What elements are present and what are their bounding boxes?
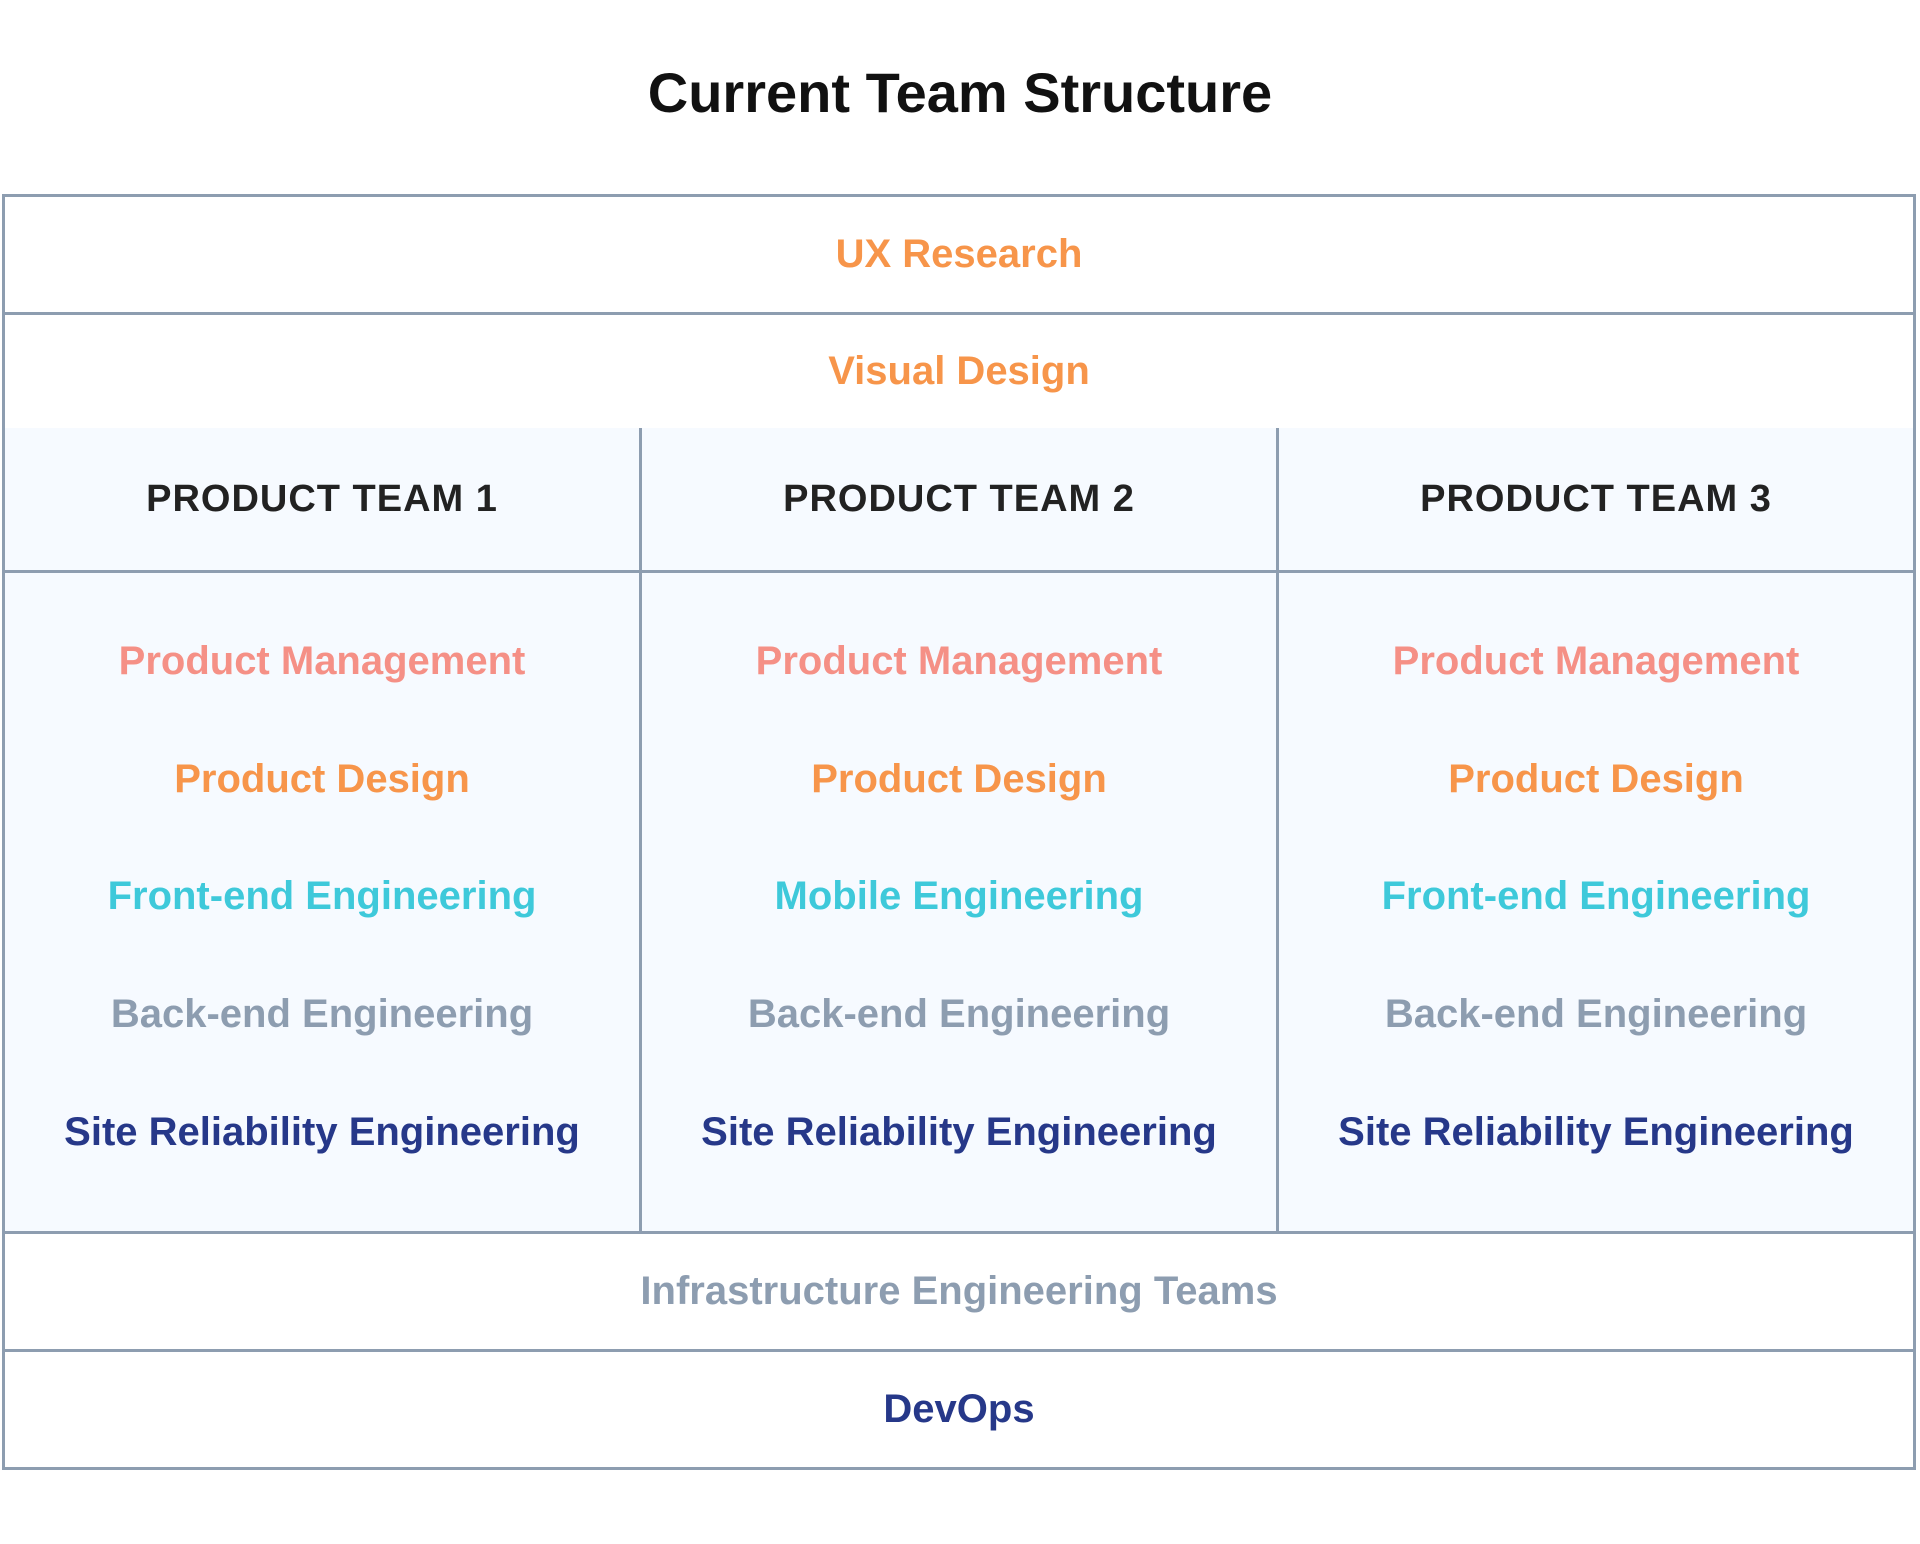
- team-function: Product Management: [1392, 639, 1800, 684]
- team-function: Site Reliability Engineering: [64, 1109, 580, 1154]
- team-function: Product Design: [1448, 756, 1744, 801]
- team-function: Back-end Engineering: [110, 992, 534, 1037]
- product-teams-grid: PRODUCT TEAM 1 Product Management Produc…: [2, 428, 1916, 1234]
- team-header: PRODUCT TEAM 3: [1279, 428, 1913, 573]
- team-function: Mobile Engineering: [774, 874, 1144, 919]
- team-function: Site Reliability Engineering: [1338, 1109, 1854, 1154]
- product-team-2: PRODUCT TEAM 2 Product Management Produc…: [642, 428, 1279, 1231]
- product-team-3: PRODUCT TEAM 3 Product Management Produc…: [1279, 428, 1913, 1231]
- devops-row: DevOps: [2, 1349, 1916, 1470]
- row-label: Visual Design: [828, 349, 1090, 393]
- row-label: Infrastructure Engineering Teams: [640, 1269, 1278, 1313]
- team-function: Back-end Engineering: [1384, 992, 1808, 1037]
- ux-research-row: UX Research: [2, 194, 1916, 315]
- infrastructure-row: Infrastructure Engineering Teams: [2, 1231, 1916, 1352]
- team-function: Site Reliability Engineering: [701, 1109, 1217, 1154]
- team-function: Product Management: [118, 639, 526, 684]
- team-function: Front-end Engineering: [107, 874, 537, 919]
- row-label: UX Research: [835, 232, 1083, 276]
- product-team-1: PRODUCT TEAM 1 Product Management Produc…: [5, 428, 642, 1231]
- row-label: DevOps: [883, 1387, 1035, 1431]
- team-function: Back-end Engineering: [747, 992, 1171, 1037]
- team-function: Product Design: [811, 756, 1107, 801]
- team-function: Front-end Engineering: [1381, 874, 1811, 919]
- team-function: Product Design: [174, 756, 470, 801]
- team-header: PRODUCT TEAM 2: [642, 428, 1276, 573]
- visual-design-row: Visual Design: [2, 312, 1916, 431]
- diagram-title: Current Team Structure: [647, 61, 1273, 124]
- team-function: Product Management: [755, 639, 1163, 684]
- team-header: PRODUCT TEAM 1: [5, 428, 639, 573]
